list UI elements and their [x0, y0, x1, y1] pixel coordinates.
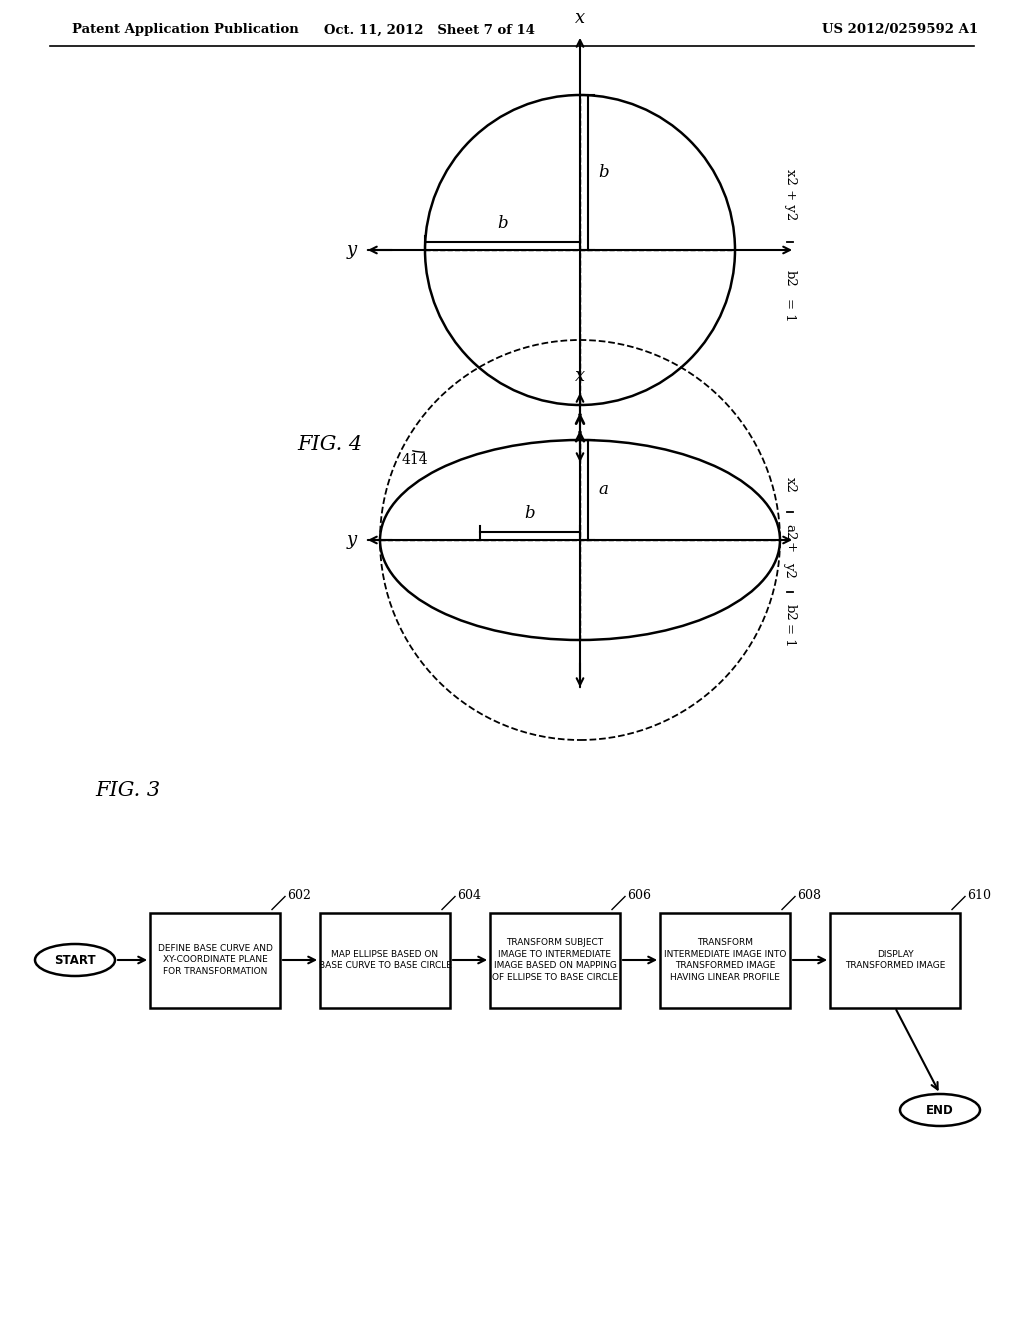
Text: x: x — [574, 367, 585, 385]
Text: 610: 610 — [967, 888, 991, 902]
Text: TRANSFORM
INTERMEDIATE IMAGE INTO
TRANSFORMED IMAGE
HAVING LINEAR PROFILE: TRANSFORM INTERMEDIATE IMAGE INTO TRANSF… — [664, 937, 786, 982]
Text: a2: a2 — [783, 524, 797, 540]
Text: x: x — [574, 9, 585, 26]
Text: +: + — [783, 543, 797, 553]
Text: Patent Application Publication: Patent Application Publication — [72, 24, 299, 37]
Text: x2: x2 — [783, 477, 797, 492]
Text: a: a — [598, 482, 608, 499]
Text: FIG. 3: FIG. 3 — [95, 780, 160, 800]
Text: b2: b2 — [783, 603, 797, 620]
Text: b: b — [498, 215, 508, 232]
Text: x2 + y2: x2 + y2 — [783, 169, 797, 220]
Text: END: END — [926, 1104, 954, 1117]
Text: Oct. 11, 2012   Sheet 7 of 14: Oct. 11, 2012 Sheet 7 of 14 — [325, 24, 536, 37]
Text: US 2012/0259592 A1: US 2012/0259592 A1 — [822, 24, 978, 37]
Text: MAP ELLIPSE BASED ON
BASE CURVE TO BASE CIRCLE: MAP ELLIPSE BASED ON BASE CURVE TO BASE … — [318, 949, 452, 970]
Text: b: b — [524, 506, 536, 521]
Text: 602: 602 — [287, 888, 311, 902]
Text: b: b — [598, 164, 608, 181]
Text: b2: b2 — [783, 269, 797, 286]
Text: y2: y2 — [783, 562, 797, 578]
Text: 606: 606 — [627, 888, 651, 902]
Text: DEFINE BASE CURVE AND
XY-COORDINATE PLANE
FOR TRANSFORMATION: DEFINE BASE CURVE AND XY-COORDINATE PLAN… — [158, 944, 272, 977]
Text: TRANSFORM SUBJECT
IMAGE TO INTERMEDIATE
IMAGE BASED ON MAPPING
OF ELLIPSE TO BAS: TRANSFORM SUBJECT IMAGE TO INTERMEDIATE … — [492, 937, 618, 982]
Text: 608: 608 — [797, 888, 821, 902]
Text: y: y — [347, 242, 357, 259]
Text: = 1: = 1 — [783, 298, 797, 322]
Text: = 1: = 1 — [783, 623, 797, 647]
Text: 604: 604 — [457, 888, 481, 902]
Text: FIG. 4: FIG. 4 — [297, 436, 362, 454]
Text: START: START — [54, 953, 96, 966]
Text: 414: 414 — [401, 453, 428, 467]
Text: y: y — [347, 531, 357, 549]
Text: DISPLAY
TRANSFORMED IMAGE: DISPLAY TRANSFORMED IMAGE — [845, 949, 945, 970]
